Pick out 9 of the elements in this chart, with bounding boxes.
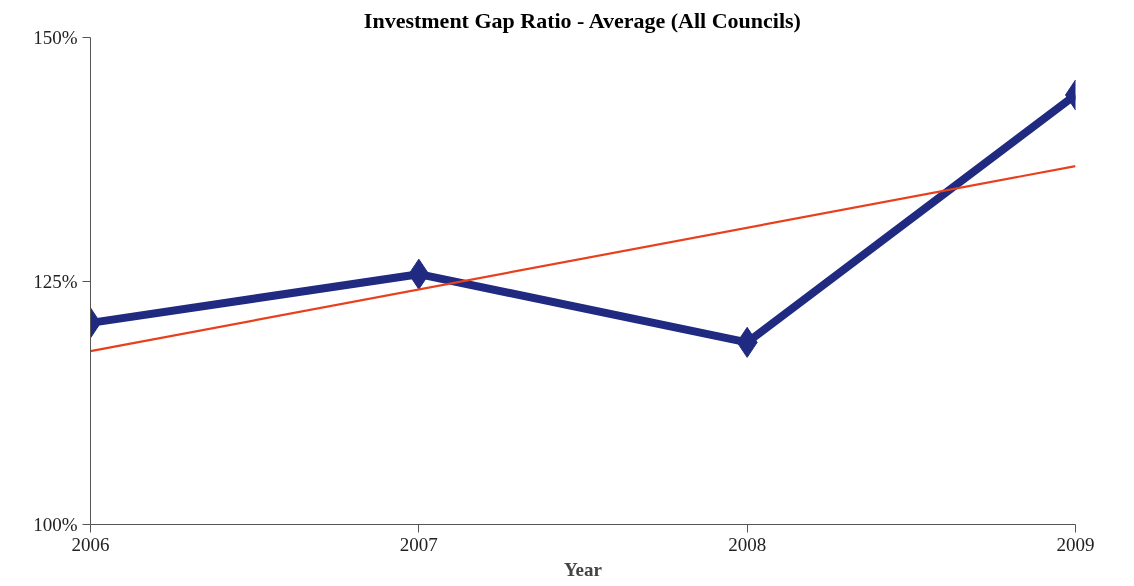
- x-tick-label: 2007: [399, 533, 438, 555]
- x-tick-label: 2009: [1056, 533, 1095, 555]
- y-tick-label: 125%: [33, 270, 78, 292]
- x-axis-title: Year: [564, 558, 603, 580]
- x-tick-label: 2006: [71, 533, 110, 555]
- chart-title: Investment Gap Ratio - Average (All Councils): [363, 7, 801, 33]
- y-tick-label: 150%: [33, 27, 78, 48]
- x-tick-label: 2008: [728, 533, 767, 555]
- y-tick-label: 100%: [33, 514, 78, 535]
